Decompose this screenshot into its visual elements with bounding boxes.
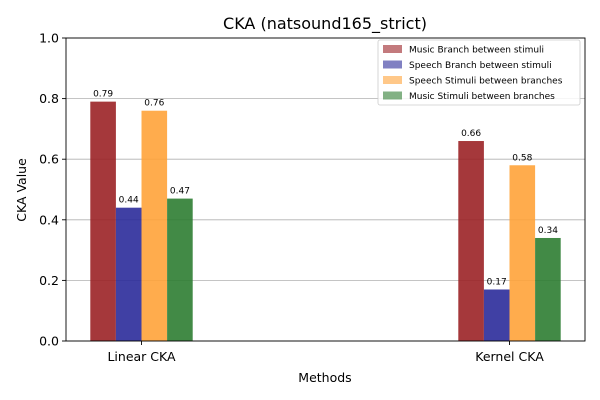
bar-value-label: 0.76 (144, 99, 164, 109)
y-tick-label: 0.4 (39, 212, 59, 227)
legend-entry: Music Branch between stimuli (409, 46, 544, 56)
legend-swatch (383, 60, 402, 69)
x-axis-label: Methods (298, 370, 351, 385)
legend: Music Branch between stimuli Speech Branc… (377, 39, 581, 106)
legend-swatch (383, 91, 402, 100)
y-tick-label: 0.8 (39, 91, 59, 106)
y-axis-ticks: 0.0 0.2 0.4 0.6 0.8 1.0 (39, 31, 66, 349)
bar (167, 198, 193, 341)
bar-value-label: 0.44 (119, 196, 139, 206)
y-tick-label: 0.6 (39, 152, 59, 167)
x-axis-ticks: Linear CKA Kernel CKA (107, 341, 544, 364)
y-tick-label: 0.0 (39, 334, 59, 349)
legend-entry: Music Stimuli between branches (409, 92, 555, 102)
legend-entry: Speech Branch between stimuli (409, 61, 552, 71)
bars (90, 101, 561, 341)
bar (458, 141, 484, 341)
bar-value-label: 0.47 (170, 187, 190, 197)
bar (483, 289, 510, 341)
bar (90, 101, 116, 341)
bar (535, 237, 561, 341)
legend-swatch (383, 76, 402, 84)
bar-value-label: 0.58 (512, 153, 532, 163)
y-tick-label: 0.2 (39, 273, 59, 288)
x-tick-label: Linear CKA (107, 349, 176, 364)
bar (115, 207, 142, 341)
y-axis-label: CKA Value (14, 158, 29, 222)
bar-value-label: 0.34 (538, 226, 558, 236)
bar (141, 110, 168, 341)
data-labels: 0.79 0.66 0.44 0.17 0.76 0.58 0.47 0.34 (93, 90, 558, 288)
plot-frame (65, 37, 586, 342)
legend-entry: Speech Stimuli between branches (409, 77, 563, 87)
bar-value-label: 0.17 (487, 277, 507, 287)
bar (509, 165, 536, 341)
y-tick-label: 1.0 (39, 31, 59, 46)
chart-title: CKA (natsound165_strict) (223, 14, 427, 34)
x-tick-label: Kernel CKA (475, 349, 544, 364)
legend-box (377, 39, 581, 106)
bar-value-label: 0.66 (461, 129, 481, 139)
bar-value-label: 0.79 (93, 90, 113, 100)
legend-swatch (383, 45, 402, 53)
